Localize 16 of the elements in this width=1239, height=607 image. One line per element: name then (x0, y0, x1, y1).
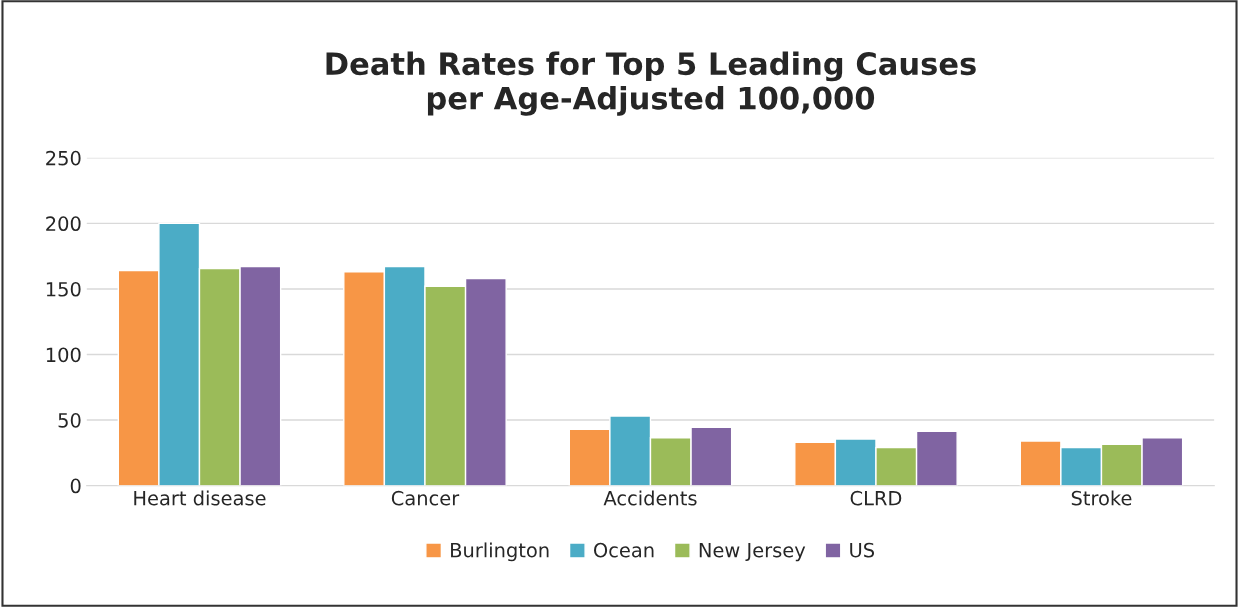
chart-title: Death Rates for Top 5 Leading Causes per Age-Adjusted 100,000 (326, 51, 976, 116)
y-tick-label: 0 (70, 478, 81, 494)
y-tick-label: 250 (46, 150, 81, 166)
y-tick-label: 50 (58, 413, 81, 428)
x-tick-label: Stroke (1071, 490, 1132, 506)
legend-label: Burlington (451, 542, 549, 562)
legend-label: US (850, 542, 875, 558)
x-tick-label: Heart disease (134, 490, 266, 506)
x-tick-label: CLRD (850, 490, 902, 506)
legend-label: New Jersey (699, 543, 806, 562)
y-tick-label: 150 (46, 281, 81, 297)
x-tick-label: Accidents (603, 490, 697, 506)
x-tick-label: Cancer (391, 490, 460, 506)
legend-label: Ocean (594, 542, 654, 558)
y-tick-label: 100 (46, 347, 81, 363)
y-tick-label: 200 (46, 216, 81, 232)
